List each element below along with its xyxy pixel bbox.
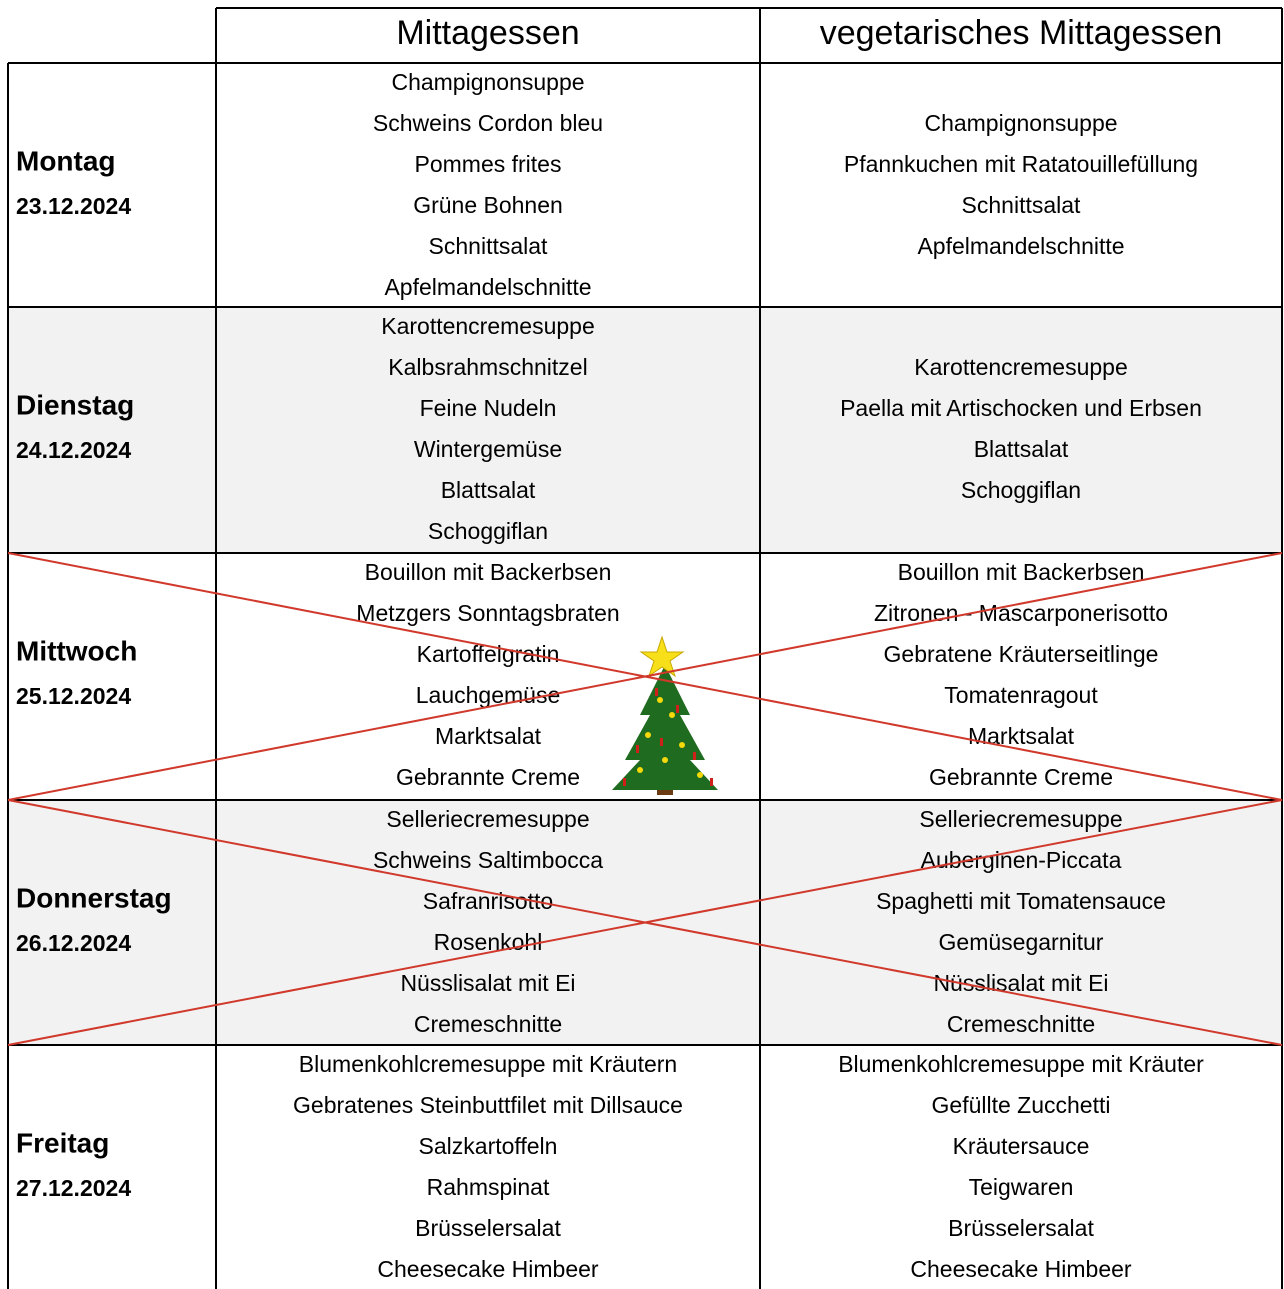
- menu-item: Rahmspinat: [427, 1174, 550, 1200]
- day-date: 23.12.2024: [16, 193, 131, 219]
- row-bg: [8, 307, 1282, 553]
- texts: Mittagessen vegetarisches Mittagessen Mo…: [16, 14, 1222, 1282]
- menu-item: Kalbsrahmschnitzel: [388, 354, 587, 380]
- menu-item: Paella mit Artischocken und Erbsen: [840, 395, 1202, 421]
- menu-item: Champignonsuppe: [924, 110, 1117, 136]
- day-name: Mittwoch: [16, 635, 137, 666]
- menu-item: Blattsalat: [974, 436, 1069, 462]
- menu-item: Rosenkohl: [434, 929, 543, 955]
- column-header: Mittagessen: [396, 14, 579, 52]
- menu-item: Wintergemüse: [414, 436, 562, 462]
- day-name: Donnerstag: [16, 882, 172, 913]
- menu-item: Gebratenes Steinbuttfilet mit Dillsauce: [293, 1092, 683, 1118]
- menu-item: Nüsslisalat mit Ei: [400, 970, 575, 996]
- day-name: Dienstag: [16, 389, 134, 420]
- menu-item: Schnittsalat: [429, 233, 549, 259]
- menu-item: Brüsselersalat: [415, 1215, 561, 1241]
- menu-item: Tomatenragout: [944, 682, 1098, 708]
- menu-item: Metzgers Sonntagsbraten: [356, 600, 619, 626]
- menu-item: Kartoffelgratin: [417, 641, 560, 667]
- column-header: vegetarisches Mittagessen: [820, 14, 1223, 52]
- menu-item: Gemüsegarnitur: [939, 929, 1104, 955]
- day-date: 26.12.2024: [16, 930, 131, 956]
- menu-item: Blumenkohlcremesuppe mit Kräutern: [299, 1051, 677, 1077]
- menu-item: Schnittsalat: [962, 192, 1082, 218]
- menu-item: Blumenkohlcremesuppe mit Kräuter: [838, 1051, 1204, 1077]
- christmas-tree: [612, 635, 718, 795]
- menu-item: Selleriecremesuppe: [386, 806, 589, 832]
- menu-item: Bouillon mit Backerbsen: [898, 559, 1145, 585]
- menu-item: Marktsalat: [435, 723, 542, 749]
- menu-item: Feine Nudeln: [420, 395, 557, 421]
- day-name: Montag: [16, 145, 116, 176]
- borders: [7, 7, 1283, 1289]
- menu-item: Apfelmandelschnitte: [917, 233, 1124, 259]
- menu-item: Schoggiflan: [428, 518, 548, 544]
- menu-item: Marktsalat: [968, 723, 1075, 749]
- cancel-marks: [7, 552, 1283, 1046]
- menu-item: Spaghetti mit Tomatensauce: [876, 888, 1166, 914]
- menu-item: Gefüllte Zucchetti: [932, 1092, 1111, 1118]
- menu-item: Pommes frites: [415, 151, 562, 177]
- menu-item: Auberginen-Piccata: [921, 847, 1122, 873]
- menu-item: Gebrannte Creme: [929, 764, 1113, 790]
- day-date: 24.12.2024: [16, 437, 131, 463]
- day-date: 27.12.2024: [16, 1175, 131, 1201]
- menu-item: Selleriecremesuppe: [919, 806, 1122, 832]
- menu-item: Brüsselersalat: [948, 1215, 1094, 1241]
- menu-item: Cheesecake Himbeer: [910, 1256, 1132, 1282]
- menu-item: Grüne Bohnen: [413, 192, 563, 218]
- menu-item: Gebrannte Creme: [396, 764, 580, 790]
- menu-item: Bouillon mit Backerbsen: [365, 559, 612, 585]
- menu-item: Schoggiflan: [961, 477, 1081, 503]
- menu-item: Apfelmandelschnitte: [384, 274, 591, 300]
- day-name: Freitag: [16, 1127, 109, 1158]
- menu-item: Lauchgemüse: [416, 682, 561, 708]
- menu-item: Karottencremesuppe: [914, 354, 1128, 380]
- menu-item: Cheesecake Himbeer: [377, 1256, 599, 1282]
- menu-item: Blattsalat: [441, 477, 536, 503]
- menu-item: Cremeschnitte: [947, 1011, 1095, 1037]
- menu-item: Schweins Saltimbocca: [373, 847, 603, 873]
- menu-item: Gebratene Kräuterseitlinge: [884, 641, 1159, 667]
- menu-item: Salzkartoffeln: [419, 1133, 558, 1159]
- day-date: 25.12.2024: [16, 683, 131, 709]
- menu-item: Kräutersauce: [953, 1133, 1090, 1159]
- menu-item: Karottencremesuppe: [381, 313, 595, 339]
- menu-item: Pfannkuchen mit Ratatouillefüllung: [844, 151, 1198, 177]
- menu-item: Schweins Cordon bleu: [373, 110, 603, 136]
- menu-item: Teigwaren: [969, 1174, 1074, 1200]
- menu-item: Champignonsuppe: [391, 69, 584, 95]
- menu-item: Cremeschnitte: [414, 1011, 562, 1037]
